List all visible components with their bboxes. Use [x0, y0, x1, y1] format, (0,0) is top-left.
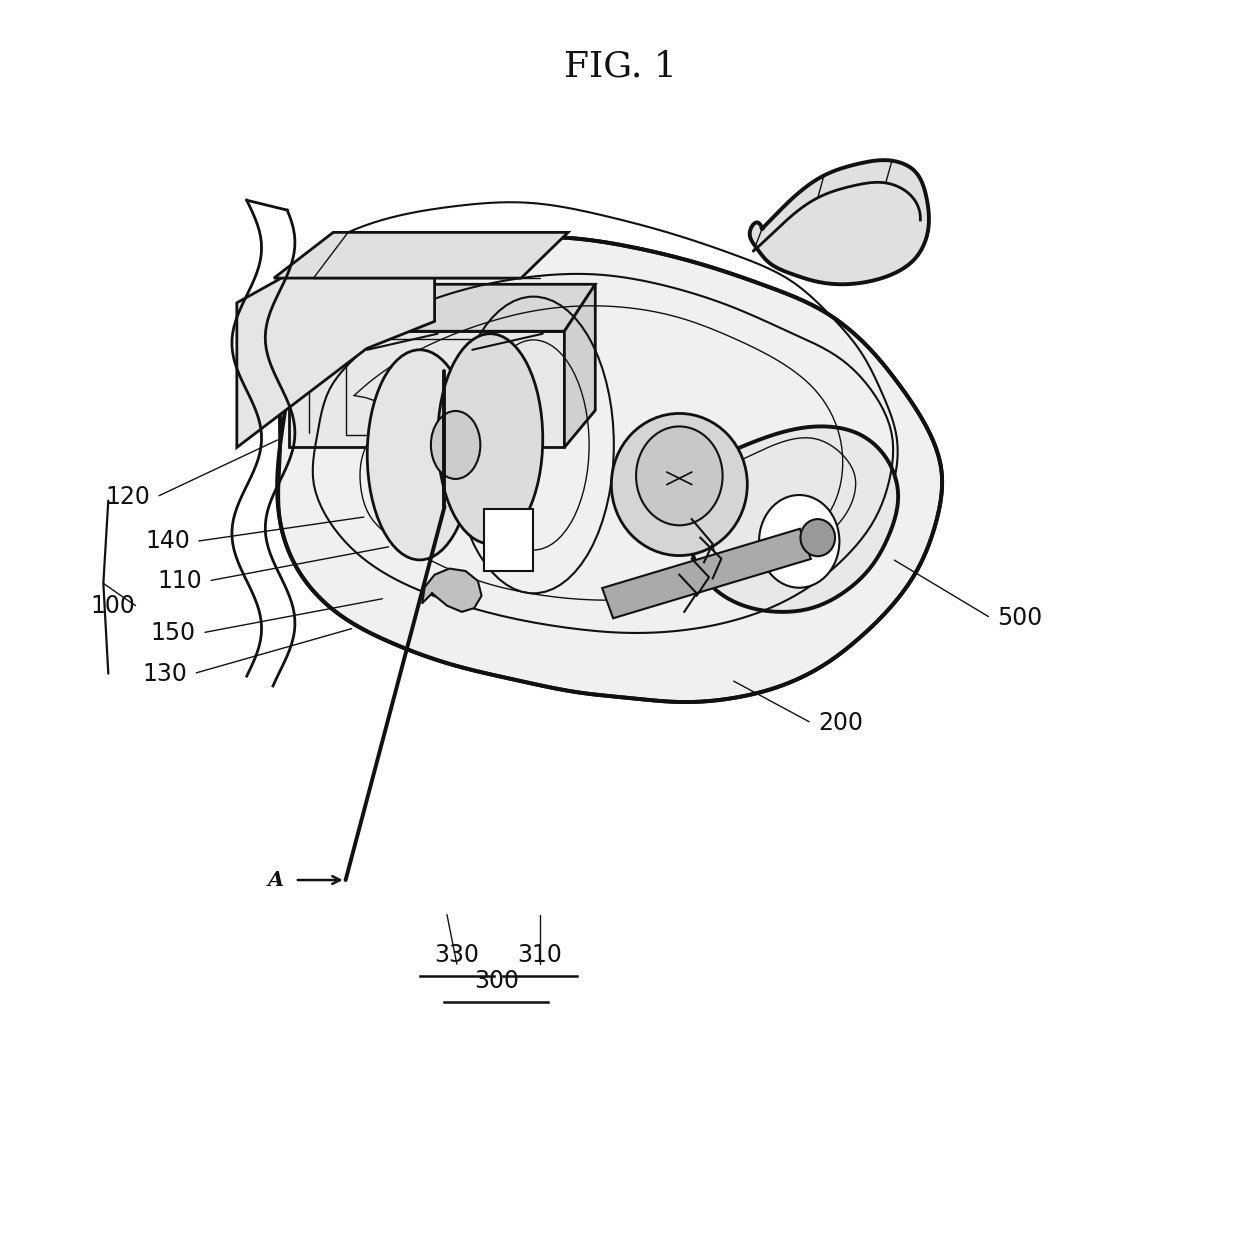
Ellipse shape [611, 414, 748, 556]
Text: 150: 150 [151, 620, 196, 645]
Text: 300: 300 [474, 969, 518, 993]
Polygon shape [278, 237, 942, 702]
Polygon shape [289, 331, 564, 447]
Text: 110: 110 [157, 569, 202, 593]
Text: A: A [268, 870, 284, 890]
Ellipse shape [430, 412, 480, 480]
Text: 500: 500 [997, 606, 1043, 630]
Polygon shape [484, 509, 533, 571]
Polygon shape [564, 284, 595, 447]
Text: 140: 140 [145, 529, 190, 554]
Ellipse shape [636, 426, 723, 525]
Ellipse shape [438, 334, 543, 544]
Polygon shape [274, 232, 568, 278]
Polygon shape [289, 284, 595, 331]
Text: 100: 100 [91, 593, 135, 618]
Polygon shape [603, 529, 811, 618]
Text: 120: 120 [105, 485, 150, 509]
Text: 310: 310 [517, 943, 562, 967]
Ellipse shape [801, 519, 835, 556]
Ellipse shape [759, 494, 839, 588]
Text: 200: 200 [817, 711, 863, 735]
Polygon shape [423, 569, 481, 612]
Text: A: A [367, 426, 383, 446]
Ellipse shape [367, 350, 472, 560]
Polygon shape [750, 161, 926, 284]
Text: 130: 130 [143, 661, 187, 686]
Polygon shape [237, 272, 434, 447]
Polygon shape [694, 426, 898, 612]
Text: FIG. 1: FIG. 1 [563, 49, 677, 84]
Text: 330: 330 [434, 943, 480, 967]
